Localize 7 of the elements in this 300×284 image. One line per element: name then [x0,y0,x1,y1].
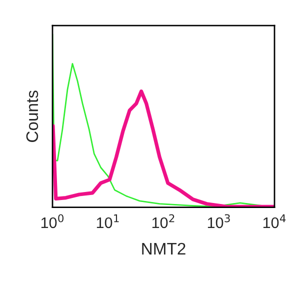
x-tick-label: 10$^{3}$ [208,214,230,228]
y-axis-title: Counts [26,90,38,142]
x-axis-title: NMT2 [142,242,186,254]
x-tick-label: 10$^{1}$ [96,214,119,228]
x-tick-label: 10$^{0}$ [41,214,64,228]
x-tick-label: 10$^{2}$ [152,214,174,228]
x-tick-label: 10$^{4}$ [263,214,286,228]
